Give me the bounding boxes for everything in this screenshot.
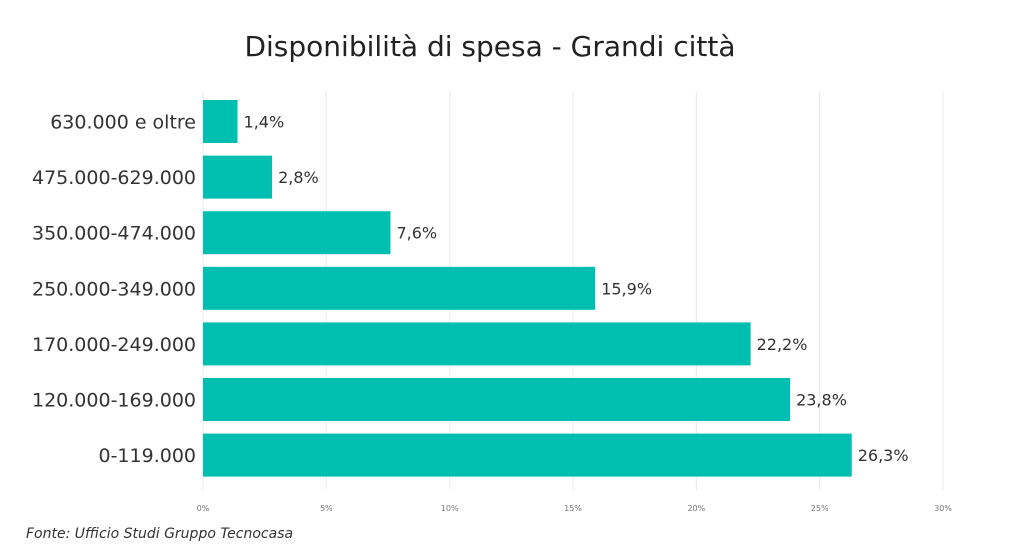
category-label: 250.000-349.000 (32, 278, 196, 300)
source-note: Fonte: Ufficio Studi Gruppo Tecnocasa (26, 526, 294, 542)
category-label: 350.000-474.000 (32, 223, 196, 245)
value-labels: 1,4% 2,8% 7,6% 15,9% 22,2% 23,8% 26,3% (244, 113, 909, 466)
bar (203, 100, 238, 143)
bars (203, 100, 852, 477)
bar (203, 322, 751, 366)
category-label: 475.000-629.000 (32, 167, 196, 189)
x-tick-label: 10% (441, 504, 459, 513)
value-label: 22,2% (757, 335, 808, 354)
x-tick-label: 15% (564, 504, 582, 513)
category-label: 630.000 e oltre (50, 112, 196, 134)
category-label: 0-119.000 (98, 445, 196, 467)
bar (203, 266, 596, 310)
x-tick-label: 20% (687, 504, 705, 513)
value-label: 2,8% (278, 168, 319, 187)
value-label: 7,6% (396, 224, 437, 243)
x-tick-label: 0% (197, 504, 210, 513)
value-label: 26,3% (858, 446, 909, 465)
category-label: 170.000-249.000 (32, 334, 196, 356)
bar (203, 378, 791, 421)
x-tick-label: 30% (934, 504, 952, 513)
category-labels: 630.000 e oltre 475.000-629.000 350.000-47… (32, 112, 196, 468)
bar (203, 211, 391, 255)
chart-title: Disponibilità di spesa - Grandi città (244, 30, 736, 63)
value-label: 1,4% (244, 113, 285, 132)
x-tick-label: 25% (811, 504, 829, 513)
x-tick-label: 5% (320, 504, 333, 513)
category-label: 120.000-169.000 (32, 390, 196, 412)
value-label: 15,9% (601, 279, 652, 298)
x-axis-ticks: 0% 5% 10% 15% 20% 25% 30% (197, 504, 953, 513)
bar (203, 155, 273, 199)
bar (203, 433, 852, 477)
value-label: 23,8% (796, 391, 847, 410)
